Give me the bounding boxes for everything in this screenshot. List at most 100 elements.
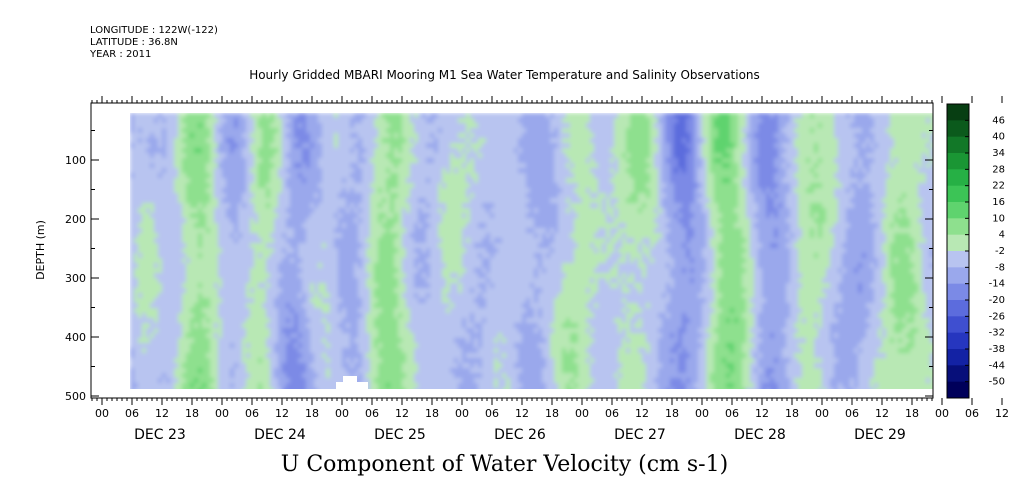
heatmap-cell bbox=[358, 343, 363, 349]
heatmap-cell bbox=[210, 198, 215, 204]
heatmap-cell bbox=[378, 288, 383, 294]
heatmap-cell bbox=[390, 258, 395, 264]
heatmap-cell bbox=[146, 353, 151, 359]
heatmap-cell bbox=[142, 163, 147, 169]
heatmap-cell bbox=[274, 188, 279, 194]
heatmap-cell bbox=[242, 133, 247, 139]
heatmap-cell bbox=[398, 343, 403, 349]
heatmap-cell bbox=[482, 378, 487, 384]
heatmap-cell bbox=[198, 338, 203, 344]
heatmap-cell bbox=[374, 318, 379, 324]
heatmap-cell bbox=[422, 188, 427, 194]
heatmap-cell bbox=[298, 213, 303, 219]
heatmap-cell bbox=[262, 363, 267, 369]
heatmap-cell bbox=[210, 343, 215, 349]
heatmap-cell bbox=[154, 343, 159, 349]
heatmap-cell bbox=[294, 198, 299, 204]
heatmap-cell bbox=[318, 228, 323, 234]
heatmap-cell bbox=[406, 268, 411, 274]
heatmap-cell bbox=[270, 253, 275, 259]
heatmap-cell bbox=[478, 118, 483, 124]
heatmap-cell bbox=[478, 258, 483, 264]
heatmap-cell bbox=[230, 148, 235, 154]
heatmap-cell bbox=[466, 288, 471, 294]
heatmap-cell bbox=[146, 283, 151, 289]
heatmap-cell bbox=[474, 373, 479, 379]
heatmap-cell bbox=[246, 288, 251, 294]
heatmap-cell bbox=[394, 123, 399, 129]
heatmap-cell bbox=[322, 128, 327, 134]
heatmap-cell bbox=[138, 308, 143, 314]
heatmap-cell bbox=[282, 373, 287, 379]
heatmap-cell bbox=[226, 208, 231, 214]
heatmap-cell bbox=[162, 148, 167, 154]
heatmap-cell bbox=[210, 273, 215, 279]
heatmap-cell bbox=[414, 263, 419, 269]
heatmap-cell bbox=[186, 193, 191, 199]
heatmap-cell bbox=[310, 173, 315, 179]
heatmap-cell bbox=[298, 183, 303, 189]
heatmap-cell bbox=[266, 248, 271, 254]
heatmap-cell bbox=[378, 338, 383, 344]
heatmap-cell bbox=[214, 263, 219, 269]
heatmap-cell bbox=[446, 288, 451, 294]
heatmap-cell bbox=[166, 163, 171, 169]
heatmap-cell bbox=[426, 348, 431, 354]
heatmap-cell bbox=[430, 178, 435, 184]
heatmap-cell bbox=[478, 213, 483, 219]
heatmap-cell bbox=[454, 128, 459, 134]
heatmap-cell bbox=[358, 353, 363, 359]
heatmap-cell bbox=[162, 208, 167, 214]
heatmap-cell bbox=[422, 223, 427, 229]
heatmap-cell bbox=[170, 168, 175, 174]
heatmap-cell bbox=[222, 233, 227, 239]
heatmap-cell bbox=[338, 328, 343, 334]
heatmap-cell bbox=[374, 293, 379, 299]
heatmap-cell bbox=[246, 343, 251, 349]
heatmap-cell bbox=[446, 168, 451, 174]
heatmap-cell bbox=[366, 298, 371, 304]
heatmap-cell bbox=[254, 298, 259, 304]
heatmap-cell bbox=[178, 148, 183, 154]
heatmap-cell bbox=[382, 368, 387, 374]
heatmap-cell bbox=[446, 203, 451, 209]
heatmap-cell bbox=[214, 288, 219, 294]
heatmap-cell bbox=[462, 338, 467, 344]
heatmap-cell bbox=[314, 143, 319, 149]
heatmap-cell bbox=[274, 363, 279, 369]
heatmap-cell bbox=[250, 338, 255, 344]
heatmap-cell bbox=[414, 373, 419, 379]
heatmap-cell bbox=[210, 388, 215, 389]
heatmap-cell bbox=[166, 303, 171, 309]
heatmap-cell bbox=[474, 353, 479, 359]
heatmap-cell bbox=[322, 198, 327, 204]
heatmap-cell bbox=[482, 263, 487, 269]
heatmap-cell bbox=[386, 358, 391, 364]
heatmap-cell bbox=[446, 128, 451, 134]
heatmap-cell bbox=[214, 258, 219, 264]
heatmap-cell bbox=[366, 148, 371, 154]
heatmap-cell bbox=[454, 308, 459, 314]
heatmap-cell bbox=[302, 313, 307, 319]
heatmap-cell bbox=[202, 193, 207, 199]
heatmap-cell bbox=[314, 213, 319, 219]
heatmap-cell bbox=[186, 173, 191, 179]
heatmap-cell bbox=[142, 238, 147, 244]
heatmap-cell bbox=[478, 283, 483, 289]
heatmap-cell bbox=[190, 378, 195, 384]
heatmap-cell bbox=[430, 228, 435, 234]
heatmap-cell bbox=[390, 143, 395, 149]
heatmap-cell bbox=[478, 158, 483, 164]
heatmap-cell bbox=[350, 143, 355, 149]
heatmap-cell bbox=[482, 178, 487, 184]
heatmap-cell bbox=[198, 288, 203, 294]
heatmap-cell bbox=[410, 303, 415, 309]
heatmap-cell bbox=[286, 308, 291, 314]
heatmap-cell bbox=[134, 338, 139, 344]
heatmap-cell bbox=[310, 148, 315, 154]
heatmap-cell bbox=[414, 198, 419, 204]
heatmap-cell bbox=[198, 368, 203, 374]
heatmap-cell bbox=[390, 368, 395, 374]
heatmap-cell bbox=[462, 198, 467, 204]
